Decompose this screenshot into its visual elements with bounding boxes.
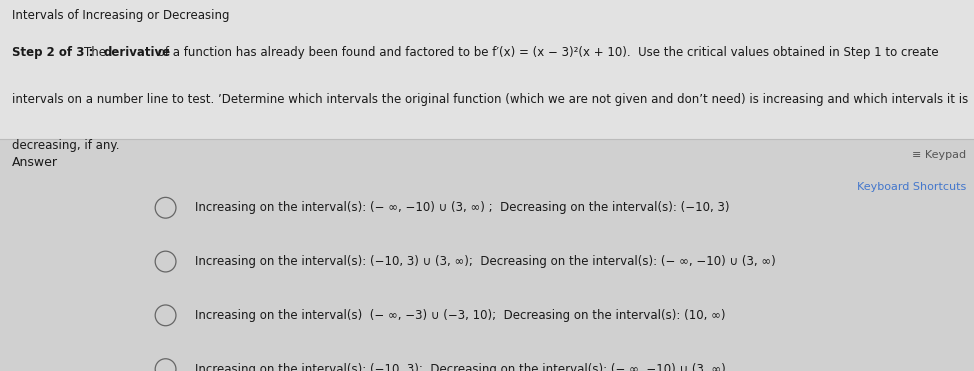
Text: ≡ Keypad: ≡ Keypad (912, 150, 966, 160)
Text: Increasing on the interval(s): (− ∞, −10) ∪ (3, ∞) ;  Decreasing on the interval: Increasing on the interval(s): (− ∞, −10… (195, 201, 730, 214)
Text: Intervals of Increasing or Decreasing: Intervals of Increasing or Decreasing (12, 9, 229, 22)
Text: The: The (84, 46, 109, 59)
Text: intervals on a number line to test. ʼDetermine which intervals the original func: intervals on a number line to test. ʼDet… (12, 93, 968, 106)
Text: Increasing on the interval(s): (−10, 3) ∪ (3, ∞);  Decreasing on the interval(s): Increasing on the interval(s): (−10, 3) … (195, 255, 775, 268)
Text: Keyboard Shortcuts: Keyboard Shortcuts (857, 182, 966, 192)
Text: Increasing on the interval(s): (−10, 3);  Decreasing on the interval(s): (− ∞, −: Increasing on the interval(s): (−10, 3);… (195, 362, 726, 371)
Text: decreasing, if any.: decreasing, if any. (12, 139, 119, 152)
Text: of a function has already been found and factored to be f′(x) = (x − 3)²(x + 10): of a function has already been found and… (154, 46, 939, 59)
FancyBboxPatch shape (0, 0, 974, 139)
Text: Answer: Answer (12, 156, 57, 169)
Text: derivative: derivative (103, 46, 170, 59)
Text: Step 2 of 3 :: Step 2 of 3 : (12, 46, 97, 59)
FancyBboxPatch shape (0, 139, 974, 371)
Text: Increasing on the interval(s)  (− ∞, −3) ∪ (−3, 10);  Decreasing on the interval: Increasing on the interval(s) (− ∞, −3) … (195, 309, 726, 322)
